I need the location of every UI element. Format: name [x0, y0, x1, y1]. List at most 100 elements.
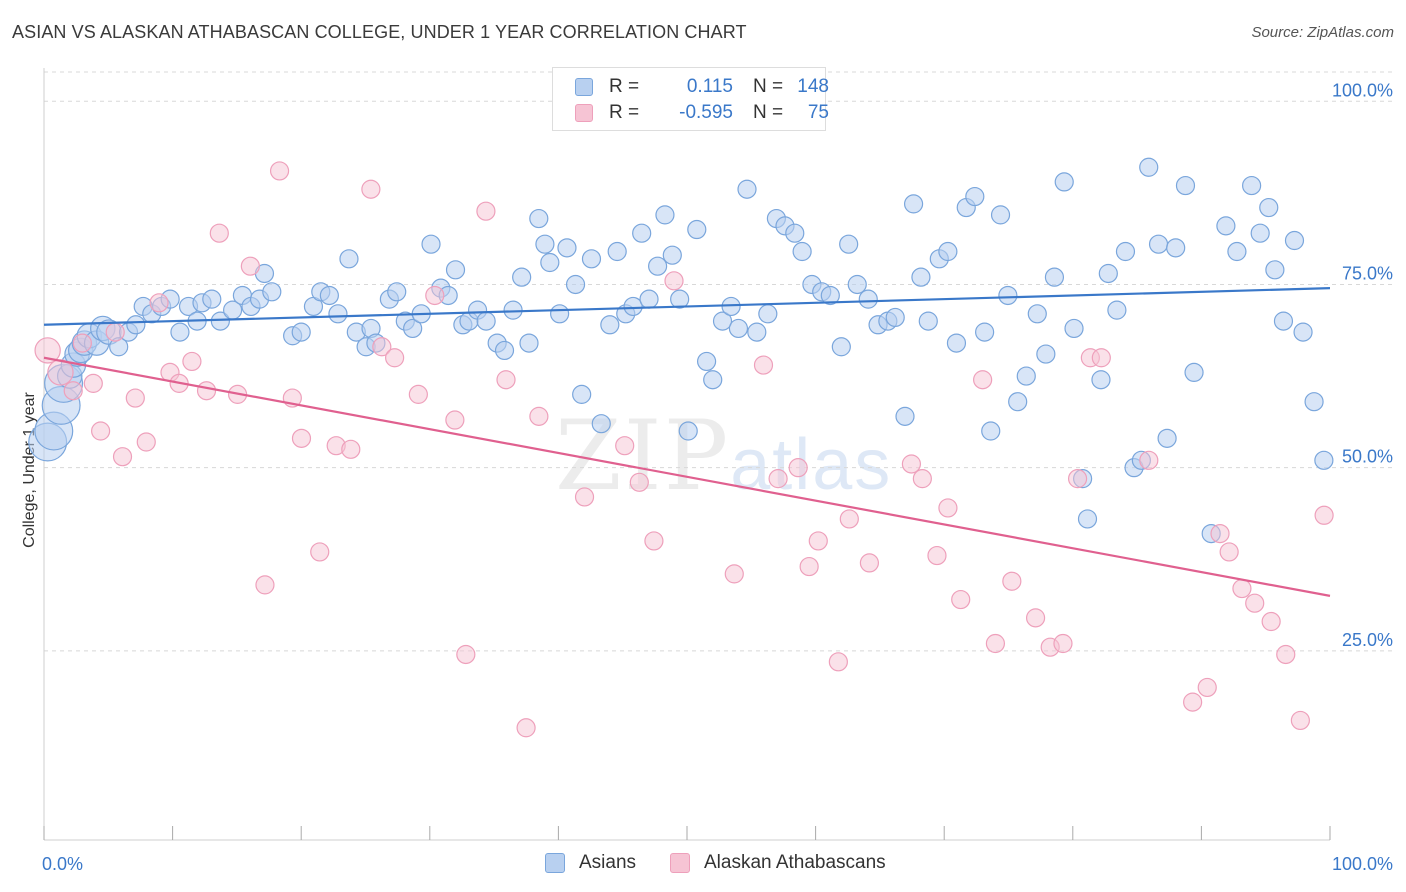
legend-r-value: -0.595 — [679, 102, 733, 123]
correlation-legend: R = 0.115 N = 148 R = -0.595 N = 75 — [552, 67, 829, 131]
trend-lines — [43, 287, 1331, 597]
data-point-asians — [1139, 157, 1159, 177]
data-point-asians — [607, 241, 627, 262]
data-point-asians — [831, 337, 851, 357]
data-point-athabascans — [112, 447, 133, 467]
data-point-asians — [648, 256, 668, 276]
data-point-asians — [670, 289, 690, 309]
data-point-asians — [990, 205, 1011, 225]
data-point-asians — [965, 186, 985, 207]
data-point-asians — [1184, 362, 1204, 383]
data-point-asians — [981, 421, 1001, 441]
data-point-athabascans — [425, 285, 445, 306]
data-point-asians — [540, 252, 560, 273]
data-point-athabascans — [574, 487, 595, 507]
data-point-athabascans — [724, 564, 744, 584]
data-point-athabascans — [72, 333, 92, 353]
asians-points — [28, 157, 1334, 544]
data-point-athabascans — [1053, 633, 1073, 654]
data-point-asians — [946, 333, 967, 353]
data-point-asians — [623, 296, 643, 317]
data-point-asians — [581, 249, 602, 269]
data-point-asians — [998, 285, 1018, 306]
series-legend-athabascans[interactable]: Alaskan Athabascans — [670, 852, 886, 874]
y-tick-label: 75.0% — [1342, 263, 1393, 283]
legend-row-athabascans: R = -0.595 N = 75 — [575, 101, 829, 125]
trend-line-athabascans — [43, 356, 1331, 597]
data-point-asians — [557, 238, 577, 258]
data-point-asians — [703, 370, 723, 390]
data-point-asians — [1036, 344, 1056, 364]
data-point-athabascans — [828, 652, 848, 672]
legend-n-value: 75 — [807, 102, 829, 123]
athabascan-points — [34, 161, 1334, 738]
data-point-athabascans — [859, 553, 880, 573]
data-point-athabascans — [269, 161, 290, 181]
trend-line-asians — [43, 287, 1331, 326]
data-point-asians — [687, 219, 707, 240]
data-point-asians — [632, 223, 652, 243]
data-point-athabascans — [361, 179, 381, 199]
data-point-athabascans — [644, 531, 664, 551]
series-legend: Asians Alaskan Athabascans — [0, 852, 1406, 876]
y-tick-label: 100.0% — [1332, 80, 1393, 100]
data-point-athabascans — [136, 432, 156, 452]
series-legend-asians[interactable]: Asians — [545, 852, 636, 874]
legend-n-label: N = — [753, 76, 784, 97]
data-point-athabascans — [664, 271, 684, 291]
data-point-asians — [421, 234, 441, 254]
legend-r-value: 0.115 — [686, 76, 733, 97]
data-point-athabascans — [105, 322, 125, 342]
data-point-asians — [1166, 238, 1186, 258]
data-point-asians — [938, 241, 958, 262]
data-point-asians — [1216, 216, 1236, 236]
data-point-asians — [747, 322, 767, 342]
grid-lines — [44, 71, 1392, 652]
data-point-asians — [1054, 172, 1074, 192]
data-point-athabascans — [1139, 450, 1159, 470]
data-point-asians — [1027, 304, 1047, 324]
data-point-athabascans — [808, 531, 828, 551]
data-point-asians — [758, 304, 778, 324]
data-point-asians — [1157, 428, 1177, 448]
data-point-asians — [1259, 197, 1279, 218]
data-point-athabascans — [839, 509, 859, 529]
data-point-asians — [885, 307, 905, 328]
data-point-asians — [1284, 230, 1305, 251]
data-point-asians — [503, 300, 523, 320]
data-point-athabascans — [973, 370, 993, 390]
data-point-asians — [655, 205, 675, 225]
data-point-athabascans — [938, 498, 958, 518]
data-point-asians — [202, 289, 222, 309]
data-point-asians — [662, 245, 682, 265]
data-point-asians — [1064, 318, 1084, 339]
data-point-athabascans — [1245, 593, 1265, 613]
data-point-athabascans — [1183, 692, 1203, 712]
y-tick-label: 50.0% — [1342, 447, 1393, 467]
data-point-athabascans — [91, 421, 111, 441]
data-point-athabascans — [408, 384, 428, 404]
data-point-athabascans — [985, 633, 1006, 654]
data-point-asians — [1250, 223, 1270, 243]
data-point-asians — [1077, 509, 1098, 529]
data-point-athabascans — [341, 439, 361, 459]
data-point-asians — [291, 322, 311, 342]
data-point-athabascans — [385, 348, 405, 368]
data-point-athabascans — [1290, 710, 1310, 731]
legend-row-asians: R = 0.115 N = 148 — [575, 75, 829, 99]
data-point-asians — [170, 322, 190, 342]
data-point-athabascans — [445, 410, 465, 430]
x-tick-label: 100.0% — [1332, 854, 1393, 874]
data-point-athabascans — [63, 381, 83, 401]
data-point-athabascans — [912, 469, 932, 489]
series-swatch-athabascans — [670, 853, 690, 873]
data-point-asians — [529, 208, 549, 229]
data-point-asians — [918, 311, 938, 331]
data-point-asians — [1107, 300, 1127, 320]
data-point-athabascans — [291, 428, 312, 448]
data-point-asians — [785, 223, 805, 243]
data-point-athabascans — [1232, 578, 1252, 599]
data-point-asians — [1175, 175, 1196, 196]
data-point-asians — [565, 274, 586, 295]
data-point-asians — [1265, 260, 1285, 280]
